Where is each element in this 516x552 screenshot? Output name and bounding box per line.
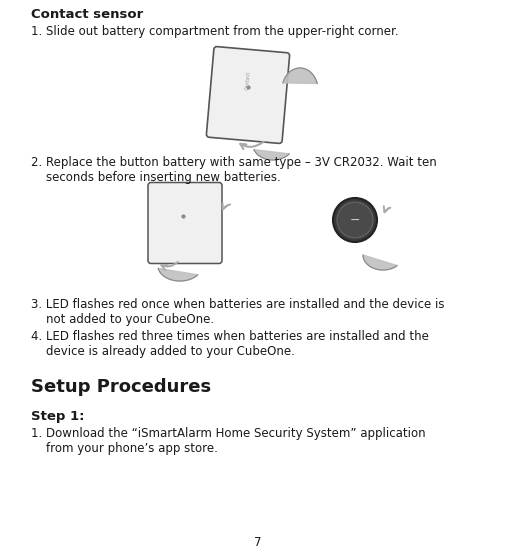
Circle shape xyxy=(337,202,373,238)
Text: from your phone’s app store.: from your phone’s app store. xyxy=(31,442,218,455)
Text: 7: 7 xyxy=(254,536,262,549)
Text: seconds before inserting new batteries.: seconds before inserting new batteries. xyxy=(31,171,281,184)
Text: not added to your CubeOne.: not added to your CubeOne. xyxy=(31,313,214,326)
Text: 2. Replace the button battery with same type – 3V CR2032. Wait ten: 2. Replace the button battery with same … xyxy=(31,156,437,169)
Text: Setup Procedures: Setup Procedures xyxy=(31,378,211,396)
Text: Contact sensor: Contact sensor xyxy=(31,8,143,21)
Text: Step 1:: Step 1: xyxy=(31,410,85,423)
Polygon shape xyxy=(283,68,317,83)
FancyBboxPatch shape xyxy=(206,46,289,144)
Text: device is already added to your CubeOne.: device is already added to your CubeOne. xyxy=(31,345,295,358)
Text: 4. LED flashes red three times when batteries are installed and the: 4. LED flashes red three times when batt… xyxy=(31,330,429,343)
Text: −: − xyxy=(350,214,360,226)
Polygon shape xyxy=(363,255,397,270)
Text: 3. LED flashes red once when batteries are installed and the device is: 3. LED flashes red once when batteries a… xyxy=(31,298,444,311)
Polygon shape xyxy=(158,268,198,281)
FancyBboxPatch shape xyxy=(148,183,222,263)
Text: Contact: Contact xyxy=(245,70,251,90)
Polygon shape xyxy=(254,150,289,160)
Circle shape xyxy=(333,198,377,242)
Text: 1. Slide out battery compartment from the upper-right corner.: 1. Slide out battery compartment from th… xyxy=(31,25,398,38)
Text: 1. Download the “iSmartAlarm Home Security System” application: 1. Download the “iSmartAlarm Home Securi… xyxy=(31,427,426,440)
